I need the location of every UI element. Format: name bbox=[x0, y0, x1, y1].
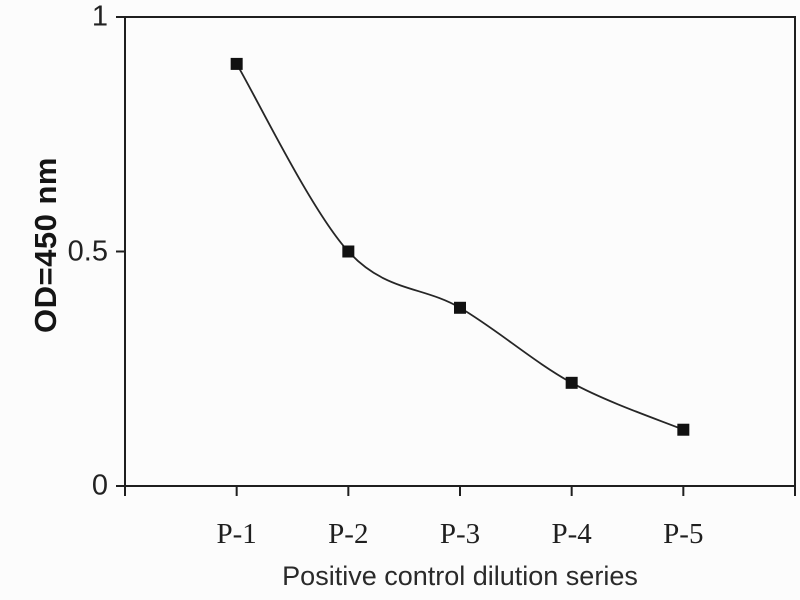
y-tick-label: 0.5 bbox=[67, 235, 108, 267]
plot-frame bbox=[124, 16, 796, 487]
x-category-label: P-1 bbox=[216, 518, 257, 550]
x-category-label: P-3 bbox=[439, 518, 481, 550]
data-point-marker bbox=[677, 423, 690, 436]
data-point-marker bbox=[230, 57, 243, 70]
y-tick-label: 0 bbox=[91, 469, 108, 502]
series-line bbox=[235, 63, 684, 431]
x-category-label: P-4 bbox=[551, 518, 592, 550]
data-point-marker bbox=[342, 245, 355, 258]
x-category-label: P-5 bbox=[663, 518, 704, 550]
x-category-label: P-2 bbox=[328, 518, 369, 550]
data-point-marker bbox=[565, 376, 578, 389]
x-axis-title: Positive control dilution series bbox=[282, 561, 638, 591]
data-point-marker bbox=[454, 301, 466, 314]
y-tick-label: 1 bbox=[91, 0, 108, 33]
